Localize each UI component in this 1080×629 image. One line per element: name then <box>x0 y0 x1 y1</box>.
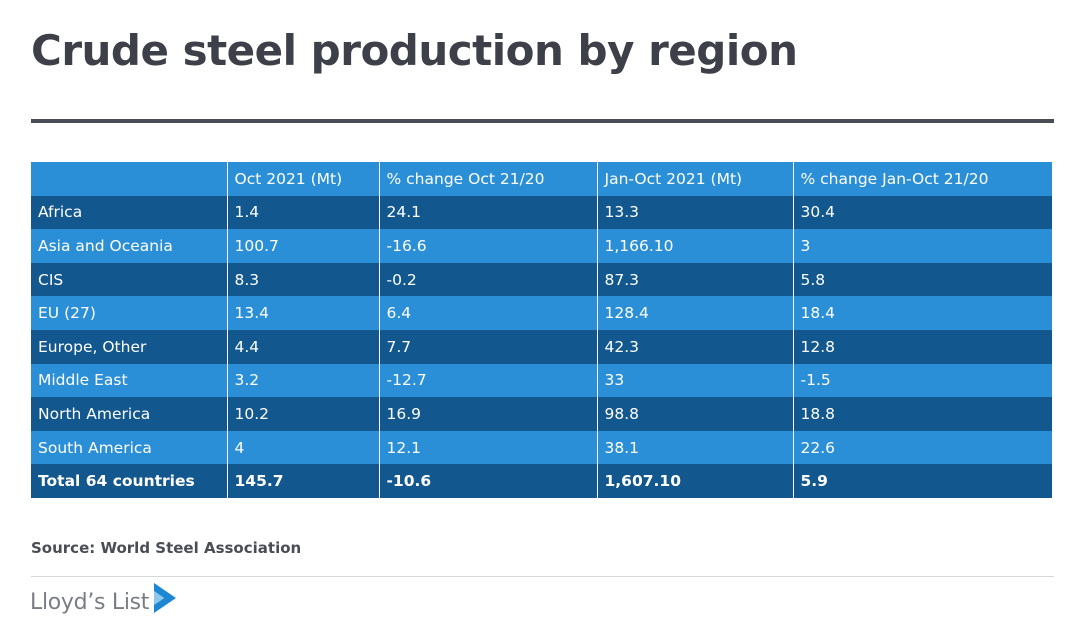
title-divider <box>31 119 1054 123</box>
total-value-cell: 145.7 <box>227 464 380 498</box>
value-cell: 7.7 <box>379 329 598 364</box>
value-cell: 5.8 <box>793 262 1052 297</box>
value-cell: 10.2 <box>227 397 380 431</box>
table-total-row: Total 64 countries 145.7 -10.6 1,607.10 … <box>31 464 1052 498</box>
value-cell: 42.3 <box>597 329 794 364</box>
chart-title: Crude steel production by region <box>31 26 798 75</box>
table-row: Middle East 3.2 -12.7 33 -1.5 <box>31 363 1052 398</box>
header-cell-pct-change-oct: % change Oct 21/20 <box>379 162 598 196</box>
brand-logo: Lloyd’s List <box>30 583 178 620</box>
value-cell: 18.4 <box>793 296 1052 330</box>
region-cell: Asia and Oceania <box>31 229 228 263</box>
table-row: Europe, Other 4.4 7.7 42.3 12.8 <box>31 329 1052 364</box>
total-value-cell: 5.9 <box>793 464 1052 498</box>
value-cell: 24.1 <box>379 195 598 230</box>
value-cell: 98.8 <box>597 397 794 431</box>
region-cell: Middle East <box>31 363 228 398</box>
value-cell: 33 <box>597 363 794 398</box>
value-cell: 12.8 <box>793 329 1052 364</box>
total-value-cell: 1,607.10 <box>597 464 794 498</box>
region-cell: EU (27) <box>31 296 228 330</box>
value-cell: -12.7 <box>379 363 598 398</box>
region-cell: Africa <box>31 195 228 230</box>
value-cell: -1.5 <box>793 363 1052 398</box>
region-cell: CIS <box>31 262 228 297</box>
play-chevron-icon <box>154 583 177 613</box>
value-cell: 30.4 <box>793 195 1052 230</box>
source-note: Source: World Steel Association <box>31 539 302 557</box>
value-cell: 18.8 <box>793 397 1052 431</box>
table-row: South America 4 12.1 38.1 22.6 <box>31 430 1052 465</box>
value-cell: 100.7 <box>227 229 380 263</box>
value-cell: 12.1 <box>379 430 598 465</box>
value-cell: 13.3 <box>597 195 794 230</box>
value-cell: 38.1 <box>597 430 794 465</box>
header-cell-jan-oct-2021: Jan-Oct 2021 (Mt) <box>597 162 794 196</box>
footer-divider <box>31 576 1054 577</box>
header-cell-region <box>31 162 228 196</box>
value-cell: 22.6 <box>793 430 1052 465</box>
total-label-cell: Total 64 countries <box>31 464 228 498</box>
value-cell: 3.2 <box>227 363 380 398</box>
total-value-cell: -10.6 <box>379 464 598 498</box>
region-cell: Europe, Other <box>31 329 228 364</box>
value-cell: 13.4 <box>227 296 380 330</box>
steel-production-table: Oct 2021 (Mt) % change Oct 21/20 Jan-Oct… <box>31 162 1052 498</box>
table-row: Africa 1.4 24.1 13.3 30.4 <box>31 195 1052 230</box>
value-cell: 3 <box>793 229 1052 263</box>
brand-name: Lloyd’s List <box>30 589 150 615</box>
value-cell: 8.3 <box>227 262 380 297</box>
value-cell: 4 <box>227 430 380 465</box>
value-cell: -0.2 <box>379 262 598 297</box>
region-cell: North America <box>31 397 228 431</box>
table-row: Asia and Oceania 100.7 -16.6 1,166.10 3 <box>31 229 1052 263</box>
table-row: CIS 8.3 -0.2 87.3 5.8 <box>31 262 1052 297</box>
region-cell: South America <box>31 430 228 465</box>
value-cell: -16.6 <box>379 229 598 263</box>
value-cell: 6.4 <box>379 296 598 330</box>
table-row: North America 10.2 16.9 98.8 18.8 <box>31 397 1052 431</box>
value-cell: 128.4 <box>597 296 794 330</box>
value-cell: 4.4 <box>227 329 380 364</box>
header-cell-pct-change-jan-oct: % change Jan-Oct 21/20 <box>793 162 1052 196</box>
value-cell: 1,166.10 <box>597 229 794 263</box>
value-cell: 1.4 <box>227 195 380 230</box>
table-row: EU (27) 13.4 6.4 128.4 18.4 <box>31 296 1052 330</box>
table-header-row: Oct 2021 (Mt) % change Oct 21/20 Jan-Oct… <box>31 162 1052 196</box>
header-cell-oct-2021: Oct 2021 (Mt) <box>227 162 380 196</box>
value-cell: 87.3 <box>597 262 794 297</box>
value-cell: 16.9 <box>379 397 598 431</box>
